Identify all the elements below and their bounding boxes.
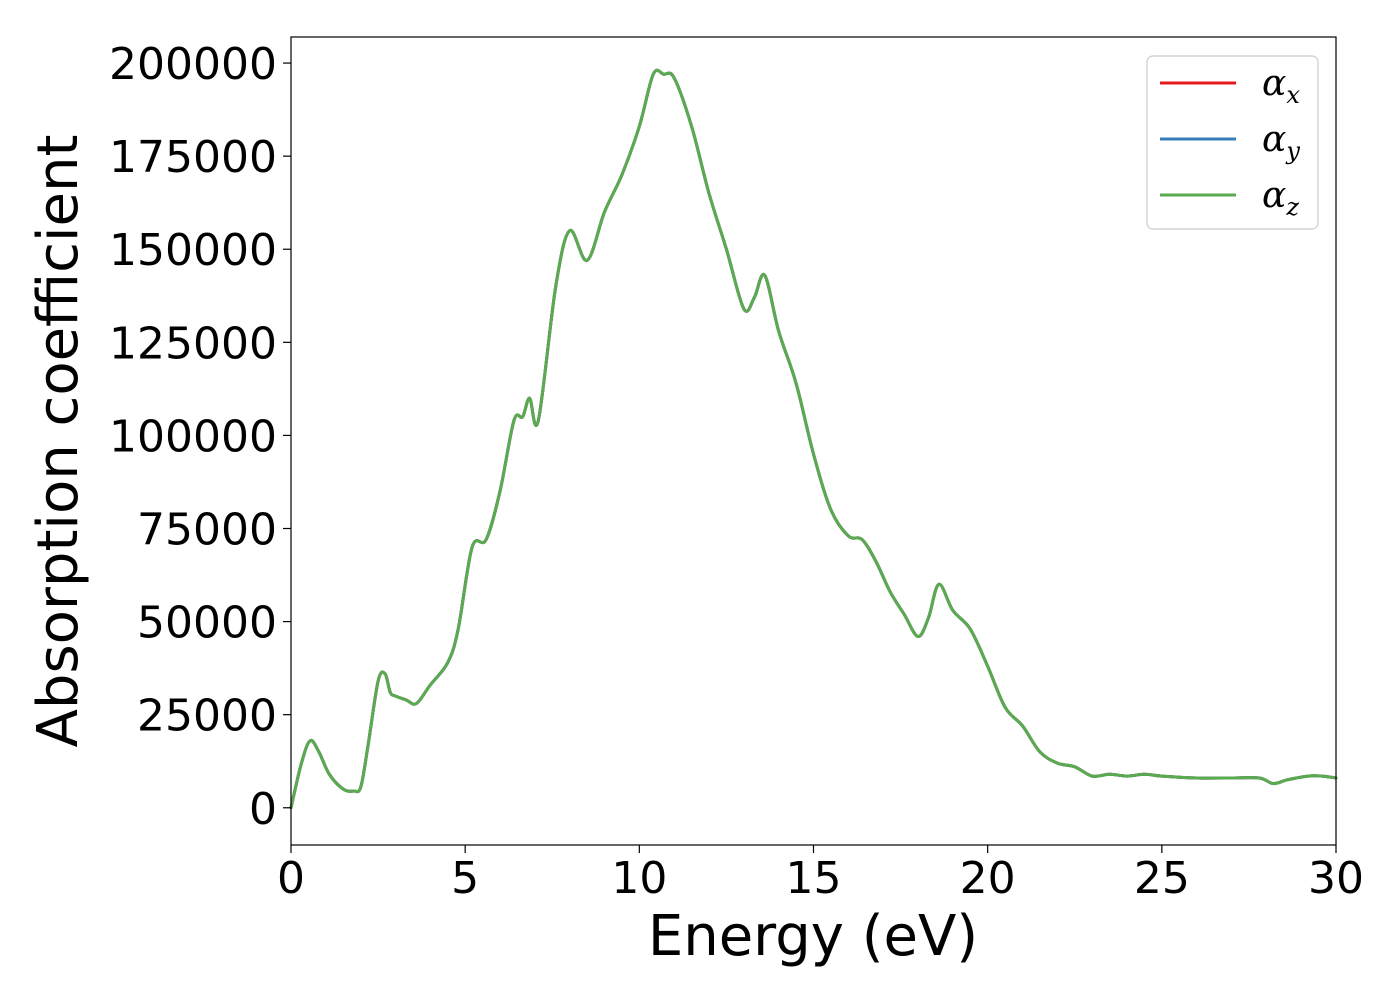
legend-subscript: y [1285,137,1300,165]
legend-symbol: α [1262,175,1286,216]
legend-label-y: αy [1262,119,1300,165]
y-tick-label: 175000 [109,132,277,183]
x-axis-title: Energy (eV) [648,904,978,969]
x-tick-label: 30 [1308,853,1364,904]
x-tick-label: 15 [786,853,842,904]
y-tick-label: 75000 [137,505,277,556]
legend-symbol: α [1262,63,1286,104]
legend-symbol: α [1262,119,1286,160]
y-axis-ticks: 0 25000 50000 75000 100000 125000 150000 175000… [109,39,291,835]
y-tick-label: 50000 [137,598,277,649]
x-tick-label: 10 [611,853,667,904]
y-tick-label: 100000 [109,411,277,462]
x-tick-label: 0 [277,853,305,904]
y-axis-title: Absorption coefficient [26,135,91,748]
y-tick-label: 125000 [109,318,277,369]
x-tick-label: 5 [451,853,479,904]
legend-subscript: z [1285,193,1299,221]
x-axis-ticks: 0 5 10 15 20 25 30 [277,845,1364,904]
series-lines [289,68,1338,810]
legend-subscript: x [1286,81,1300,109]
series-line-z [289,68,1338,810]
x-tick-label: 25 [1134,853,1190,904]
legend-box [1146,55,1319,230]
y-tick-label: 150000 [109,225,277,276]
y-tick-label: 0 [249,784,277,835]
legend-label-z: αz [1262,175,1299,221]
y-tick-label: 200000 [109,39,277,90]
legend-label-x: αx [1262,63,1300,109]
y-tick-label: 25000 [137,691,277,742]
x-tick-label: 20 [960,853,1016,904]
